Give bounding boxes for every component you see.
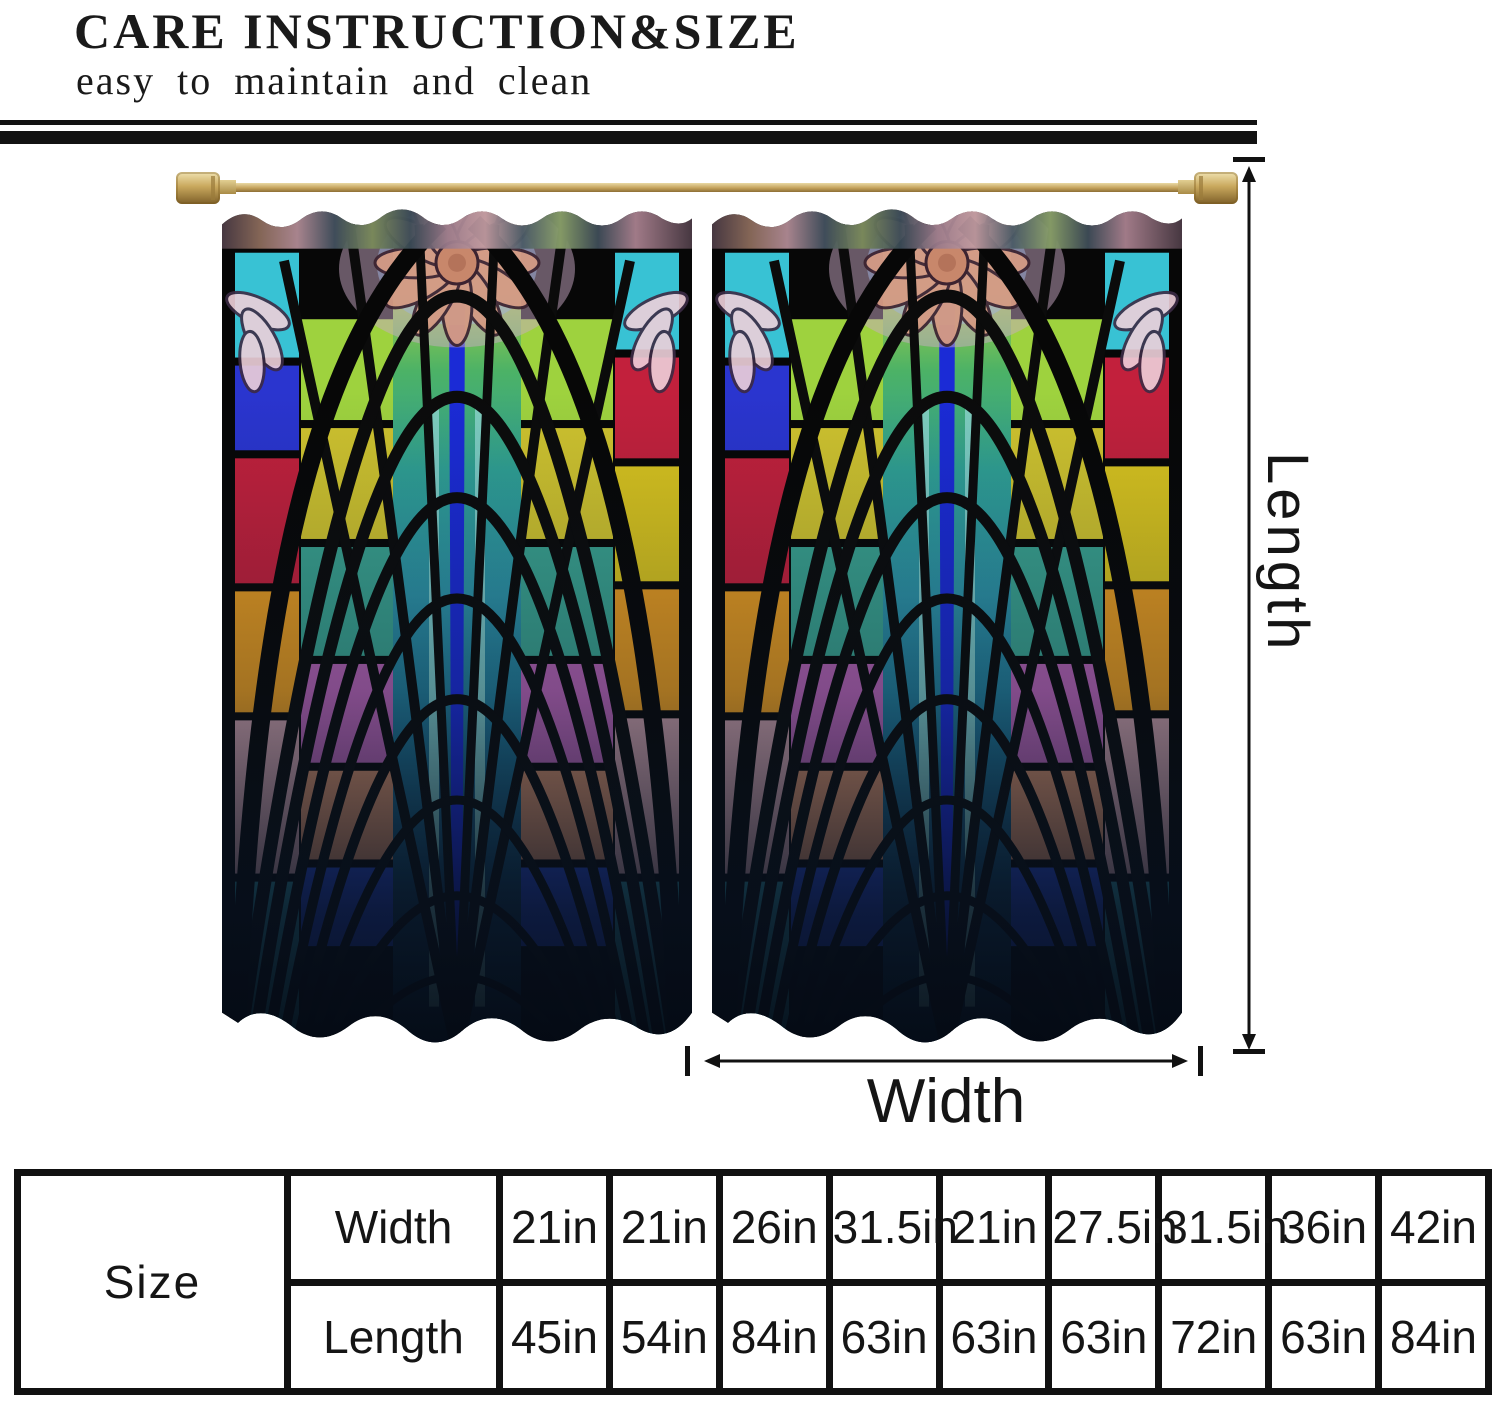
size-table-row-width: Size Width 21in 21in 26in 31.5in 21in 27…: [14, 1169, 1492, 1395]
length-value: 84in: [1375, 1278, 1492, 1395]
width-label: Width: [866, 1067, 1026, 1136]
curtain-panel-left: [222, 160, 692, 1057]
divider-line-thin: [0, 120, 1257, 125]
length-value: 63in: [935, 1278, 1053, 1395]
width-value: 31.5in: [825, 1169, 958, 1286]
rod-finial-left: [176, 172, 220, 204]
width-value: 27.5in: [1045, 1169, 1178, 1286]
length-tick-bottom: [1233, 1049, 1265, 1054]
width-arrow: [704, 1054, 1188, 1068]
length-label: Length: [1255, 452, 1320, 654]
curtain-panel-right: [712, 160, 1182, 1057]
length-value: 54in: [605, 1278, 723, 1395]
curtain-rod: [198, 183, 1238, 192]
width-value: 21in: [496, 1169, 613, 1286]
length-tick-top: [1233, 157, 1265, 162]
size-table: Size Width 21in 21in 26in 31.5in 21in 27…: [14, 1169, 1492, 1395]
divider-line-thick: [0, 131, 1257, 144]
page-subtitle: easy to maintain and clean: [76, 58, 593, 103]
width-value: 21in: [605, 1169, 723, 1286]
width-value: 21in: [935, 1169, 1053, 1286]
width-tick-right: [1198, 1046, 1203, 1076]
size-table-corner: Size: [14, 1169, 291, 1395]
length-value: 45in: [496, 1278, 613, 1395]
width-value: 42in: [1375, 1169, 1492, 1286]
length-arrow: [1242, 166, 1256, 1050]
width-value: 31.5in: [1155, 1169, 1288, 1286]
length-value: 63in: [1045, 1278, 1163, 1395]
length-value: 63in: [1265, 1278, 1382, 1395]
width-tick-left: [685, 1046, 690, 1076]
length-row-header: Length: [284, 1278, 503, 1395]
page-title: CARE INSTRUCTION&SIZE: [74, 3, 800, 59]
length-value: 72in: [1155, 1278, 1273, 1395]
length-value: 63in: [825, 1278, 943, 1395]
rod-stem-right: [1178, 180, 1198, 194]
width-row-header: Width: [284, 1169, 503, 1286]
length-value: 84in: [715, 1278, 833, 1395]
width-value: 36in: [1265, 1169, 1382, 1286]
width-value: 26in: [715, 1169, 833, 1286]
size-table-row-length: Length 45in 54in 84in 63in 63in 63in 72i…: [18, 1278, 1492, 1395]
rod-finial-right: [1194, 172, 1238, 204]
rod-stem-left: [216, 180, 236, 194]
